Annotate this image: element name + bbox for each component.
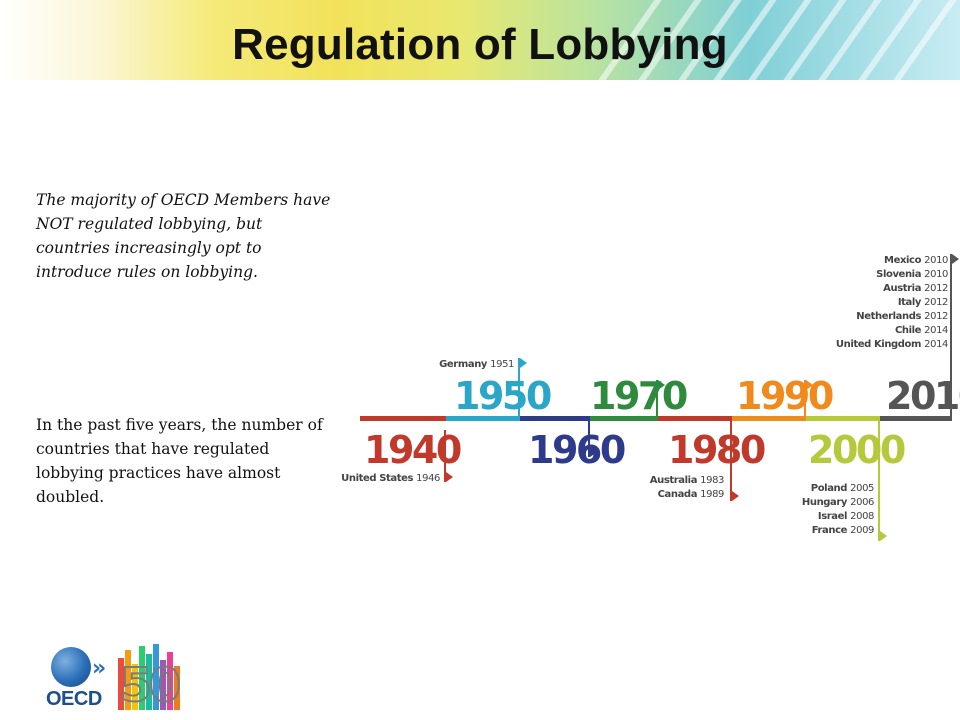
flag-pole-1950 [518,358,520,416]
flag-pole-1960 [588,421,590,457]
pennant-icon [732,491,739,501]
countries-1950: Germany 1951 [439,358,514,372]
pennant-icon [590,447,597,457]
flag-pole-1970 [656,380,658,416]
flag-pole-2010 [950,254,952,416]
decade-1970: 1970 [590,374,688,418]
decade-2010: 2010 [886,374,960,418]
segment-1970 [590,416,658,421]
slide-title: Regulation of Lobbying [232,20,728,69]
logo-wordmark: OECD [46,688,102,710]
country-entry: Germany 1951 [439,359,514,370]
country-entry: Netherlands 2012 [856,311,948,322]
country-entry: Chile 2014 [894,325,948,336]
country-entry: United Kingdom 2014 [835,339,949,350]
chevron-arrows-icon: » [92,656,107,681]
segment-1990 [732,416,806,421]
intro-paragraph: The majority of OECD Members have NOT re… [36,191,331,281]
flag-pole-1940 [444,430,446,482]
pennant-icon [658,380,665,390]
flag-pole-2000 [878,421,880,541]
countries-2010: Mexico 2010 Slovenia 2010 Austria 2012 I… [835,254,949,352]
country-entry: Slovenia 2010 [876,269,948,280]
segment-1950 [446,416,520,421]
lobbying-timeline: 1940 1950 1960 1970 1980 1990 2000 2010 … [341,240,960,560]
title-banner [0,0,960,80]
country-entry: Australia 1983 [649,475,725,486]
decade-1980: 1980 [668,428,766,472]
country-entry: Mexico 2010 [884,255,948,266]
anniversary-number: 50 [119,657,182,713]
pennant-icon [446,472,453,482]
segment-2010 [880,416,952,421]
country-entry: Canada 1989 [657,489,725,500]
pennant-icon [520,358,527,368]
segment-1980 [658,416,732,421]
segment-2000 [806,416,880,421]
countries-2000: Poland 2005 Hungary 2006 Israel 2008 Fra… [801,482,875,538]
decade-1990: 1990 [736,374,834,418]
oecd-50-logo: » OECD 50 [46,644,186,714]
country-entry: Italy 2012 [897,297,949,308]
country-entry: United States 1946 [341,473,440,484]
countries-1980: Australia 1983 Canada 1989 [649,474,725,502]
pennant-icon [952,254,959,264]
decade-2000: 2000 [808,428,906,472]
pennant-icon [806,380,813,390]
decade-1950: 1950 [454,374,552,418]
flag-pole-1990 [804,380,806,416]
pennant-icon [880,531,887,541]
trend-paragraph: In the past five years, the number of co… [36,416,323,506]
segment-1940 [360,416,446,421]
countries-1940: United States 1946 [341,472,440,486]
globe-icon [51,647,91,687]
country-entry: Poland 2005 [810,483,875,494]
country-entry: Austria 2012 [883,283,948,294]
country-entry: Israel 2008 [817,511,875,522]
segment-1960 [520,416,590,421]
anniversary-bars [118,644,180,710]
decade-1960: 1960 [528,428,626,472]
flag-pole-1980 [730,421,732,501]
country-entry: France 2009 [811,525,875,536]
country-entry: Hungary 2006 [801,497,875,508]
